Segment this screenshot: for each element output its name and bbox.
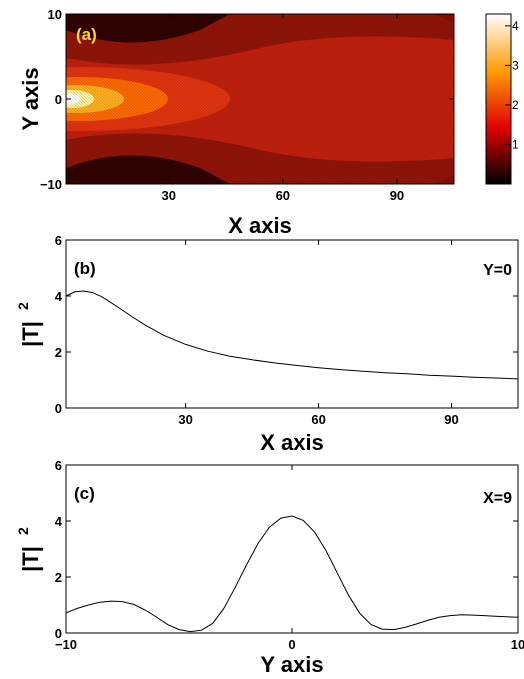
heatmap-y-axis-label: Y axis xyxy=(18,67,43,130)
panel-c-series-line xyxy=(65,515,519,633)
panel-c-annotation: X=9 xyxy=(483,490,512,507)
panel-b-y-axis-label: |T| 2 xyxy=(15,302,43,347)
heatmap-x-axis-label: X axis xyxy=(228,213,292,238)
panel-b-x-axis-label: X axis xyxy=(260,430,324,455)
colorbar: 1 2 3 4 xyxy=(485,13,519,185)
colorbar-tick-label: 2 xyxy=(512,98,519,112)
heatmap-y-tick-label: −10 xyxy=(40,177,62,192)
panel-c-ylabel-text: |T| xyxy=(18,546,43,572)
panel-label-c: (c) xyxy=(74,484,95,503)
panel-c-x-tick-label: −10 xyxy=(55,637,77,652)
colorbar-ticks: 1 2 3 4 xyxy=(505,19,519,151)
panel-b-y-tick-label: 6 xyxy=(55,233,62,248)
panel-c-ylabel-superscript: 2 xyxy=(15,527,31,535)
colorbar-gradient xyxy=(485,13,512,185)
panel-c-x-tick-label: 10 xyxy=(511,637,524,652)
heatmap-axes: 30 60 90 10 0 −10 xyxy=(40,7,454,203)
heatmap-y-tick-label: 10 xyxy=(48,7,62,22)
colorbar-tick-label: 1 xyxy=(512,137,519,151)
panel-b-x-tick-label: 30 xyxy=(178,412,192,427)
panel-b-y-tick-label: 0 xyxy=(55,401,62,416)
panel-b-annotation: Y=0 xyxy=(483,262,512,279)
panel-b-ylabel-superscript: 2 xyxy=(15,302,31,310)
panel-c-y-tick-label: 6 xyxy=(55,458,62,473)
panel-c-y-tick-label: 0 xyxy=(55,626,62,641)
panel-c-x-axis-label: Y axis xyxy=(260,652,323,677)
heatmap-y-tick-label: 0 xyxy=(55,92,62,107)
line-panel-b: 30 60 90 0 2 4 6 (b) Y=0 X axis |T| 2 xyxy=(15,233,519,455)
panel-c-y-axis-label: |T| 2 xyxy=(15,527,43,572)
panel-b-ylabel-text: |T| xyxy=(18,321,43,347)
colorbar-tick-label: 3 xyxy=(512,58,519,72)
panel-c-y-tick-label: 4 xyxy=(55,514,63,529)
colorbar-tick-label: 4 xyxy=(512,19,519,33)
heatmap-x-tick-label: 30 xyxy=(161,188,175,203)
heatmap-image xyxy=(66,14,454,184)
panel-b-y-tick-label: 4 xyxy=(55,289,63,304)
panel-c-y-tick-label: 2 xyxy=(55,570,62,585)
panel-b-axes: 30 60 90 0 2 4 6 xyxy=(55,233,518,427)
panel-c-x-tick-label: 0 xyxy=(288,637,295,652)
panel-b-series-line xyxy=(65,290,519,380)
heatmap-x-tick-label: 90 xyxy=(390,188,404,203)
panel-b-x-tick-label: 90 xyxy=(444,412,458,427)
panel-b-x-tick-label: 60 xyxy=(311,412,325,427)
panel-label-a: (a) xyxy=(76,25,97,44)
panel-label-b: (b) xyxy=(74,259,96,278)
heatmap-panel-a: 30 60 90 10 0 −10 (a) X axis Y axis xyxy=(18,7,455,238)
panel-b-y-tick-label: 2 xyxy=(55,345,62,360)
heatmap-x-tick-label: 60 xyxy=(276,188,290,203)
